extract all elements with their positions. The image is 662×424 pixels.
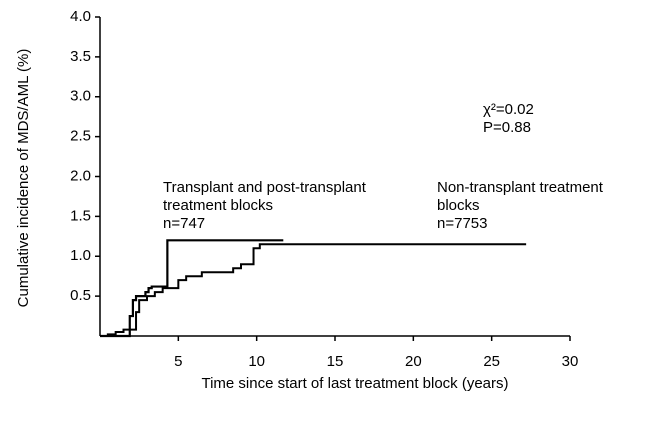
annotation: Transplant and post-transplant — [163, 179, 367, 196]
y-tick-label: 2.5 — [70, 128, 91, 145]
x-tick-label: 20 — [405, 353, 422, 370]
x-axis-label: Time since start of last treatment block… — [201, 375, 508, 392]
step-line — [100, 243, 527, 337]
x-tick-label: 25 — [483, 353, 500, 370]
x-tick-label: 15 — [327, 353, 344, 370]
x-tick-label: 5 — [174, 353, 182, 370]
y-axis-label: Cumulative incidence of MDS/AML (%) — [15, 49, 32, 308]
y-tick-label: 1.5 — [70, 207, 91, 224]
annotation: treatment blocks — [163, 197, 273, 214]
step-line — [100, 239, 284, 338]
annotation: P=0.88 — [483, 119, 531, 136]
y-tick-label: 2.0 — [70, 167, 91, 184]
y-tick-label: 3.5 — [70, 48, 91, 65]
y-tick-label: 3.0 — [70, 88, 91, 105]
y-tick-label: 4.0 — [70, 8, 91, 25]
annotation: blocks — [437, 197, 480, 214]
x-tick-label: 30 — [562, 353, 579, 370]
annotation: n=747 — [163, 215, 205, 232]
y-tick-label: 0.5 — [70, 287, 91, 304]
annotation: Non-transplant treatment — [437, 179, 604, 196]
annotation: χ²=0.02 — [483, 101, 534, 118]
y-tick-label: 1.0 — [70, 247, 91, 264]
annotation: n=7753 — [437, 215, 487, 232]
x-tick-label: 10 — [248, 353, 265, 370]
